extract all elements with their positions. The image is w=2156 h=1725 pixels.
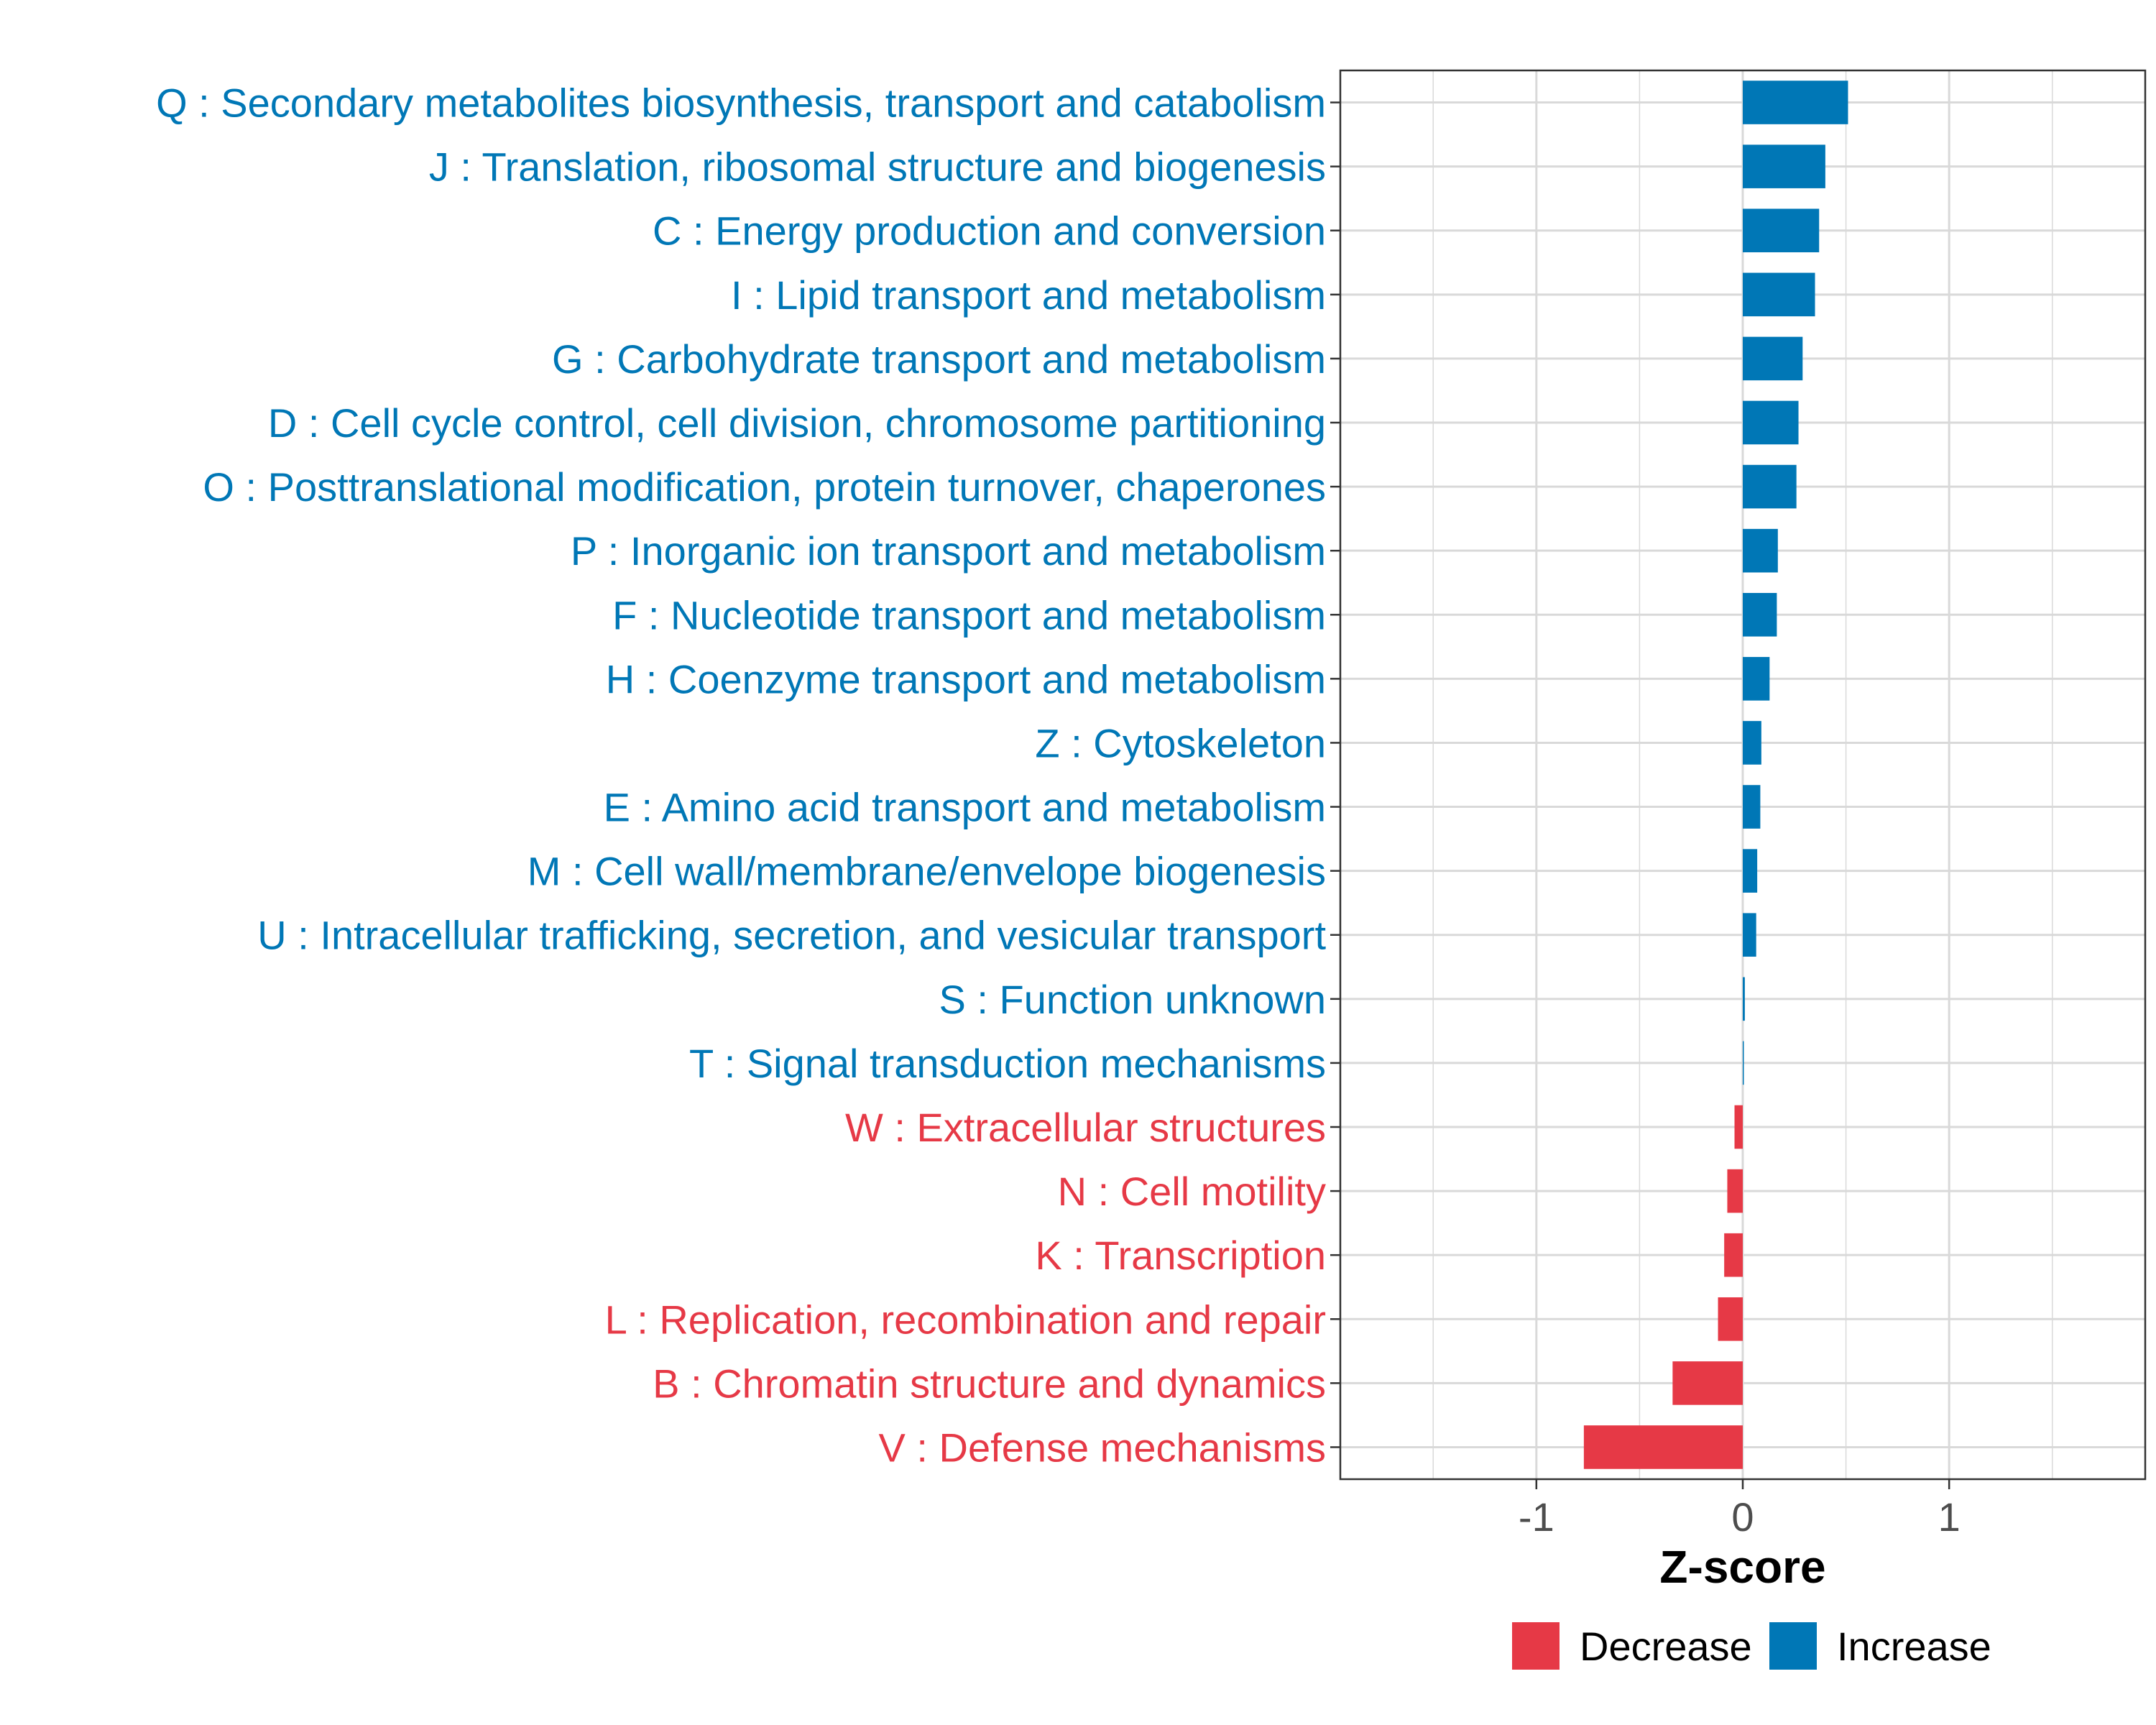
category-label: P : Inorganic ion transport and metaboli… — [571, 528, 1326, 574]
legend-swatch — [1512, 1622, 1560, 1670]
legend-label: Increase — [1837, 1624, 1991, 1669]
bar — [1734, 1105, 1743, 1149]
bar — [1743, 977, 1745, 1021]
category-label: M : Cell wall/membrane/envelope biogenes… — [528, 849, 1326, 894]
bar — [1743, 208, 1820, 253]
bar — [1743, 657, 1770, 701]
bar — [1743, 592, 1777, 637]
category-label: G : Carbohydrate transport and metabolis… — [552, 336, 1326, 382]
bar — [1743, 721, 1761, 765]
bar — [1583, 1425, 1743, 1469]
category-label: E : Amino acid transport and metabolism — [604, 785, 1326, 830]
bar — [1743, 913, 1756, 957]
bars — [1583, 80, 1848, 1469]
category-label: W : Extracellular structures — [845, 1105, 1326, 1150]
bar — [1743, 272, 1815, 317]
legend-label: Decrease — [1580, 1624, 1752, 1669]
bar — [1743, 144, 1825, 188]
category-label: C : Energy production and conversion — [653, 208, 1326, 254]
category-label: Z : Cytoskeleton — [1035, 720, 1326, 765]
category-label: I : Lipid transport and metabolism — [731, 272, 1326, 318]
bar — [1724, 1233, 1743, 1277]
bar — [1727, 1169, 1743, 1213]
category-label: O : Posttranslational modification, prot… — [203, 464, 1326, 510]
bar — [1743, 80, 1848, 124]
category-label: U : Intracellular trafficking, secretion… — [257, 913, 1326, 958]
bar — [1743, 785, 1761, 829]
category-label: L : Replication, recombination and repai… — [605, 1297, 1326, 1342]
category-label: H : Coenzyme transport and metabolism — [606, 656, 1326, 702]
bar — [1743, 464, 1797, 509]
bar — [1718, 1297, 1743, 1341]
category-label: N : Cell motility — [1058, 1169, 1326, 1214]
bar — [1743, 400, 1799, 445]
legend: Decrease Increase — [1512, 1622, 1991, 1670]
bar — [1743, 528, 1778, 573]
x-tick-label: 0 — [1731, 1494, 1754, 1540]
x-tick-label: -1 — [1519, 1494, 1554, 1540]
category-label: S : Function unknown — [939, 977, 1326, 1022]
category-label: J : Translation, ribosomal structure and… — [429, 144, 1326, 190]
category-label: K : Transcription — [1035, 1233, 1326, 1278]
bar — [1743, 1041, 1744, 1085]
category-label: B : Chromatin structure and dynamics — [653, 1361, 1326, 1406]
category-label: V : Defense mechanisms — [879, 1425, 1326, 1470]
legend-swatch — [1769, 1622, 1817, 1670]
axis-ticks — [1330, 101, 1950, 1489]
x-tick-label: 1 — [1938, 1494, 1961, 1540]
category-label: F : Nucleotide transport and metabolism — [612, 592, 1326, 638]
bar — [1743, 849, 1758, 893]
x-axis-title: Z-score — [1659, 1541, 1825, 1593]
category-label: D : Cell cycle control, cell division, c… — [268, 400, 1326, 446]
bar — [1672, 1361, 1743, 1405]
category-label: T : Signal transduction mechanisms — [689, 1041, 1326, 1086]
category-label: Q : Secondary metabolites biosynthesis, … — [156, 80, 1326, 126]
bar — [1743, 336, 1803, 381]
category-labels: Q : Secondary metabolites biosynthesis, … — [156, 80, 1326, 1471]
x-tick-labels: -1 0 1 — [1519, 1494, 1961, 1540]
